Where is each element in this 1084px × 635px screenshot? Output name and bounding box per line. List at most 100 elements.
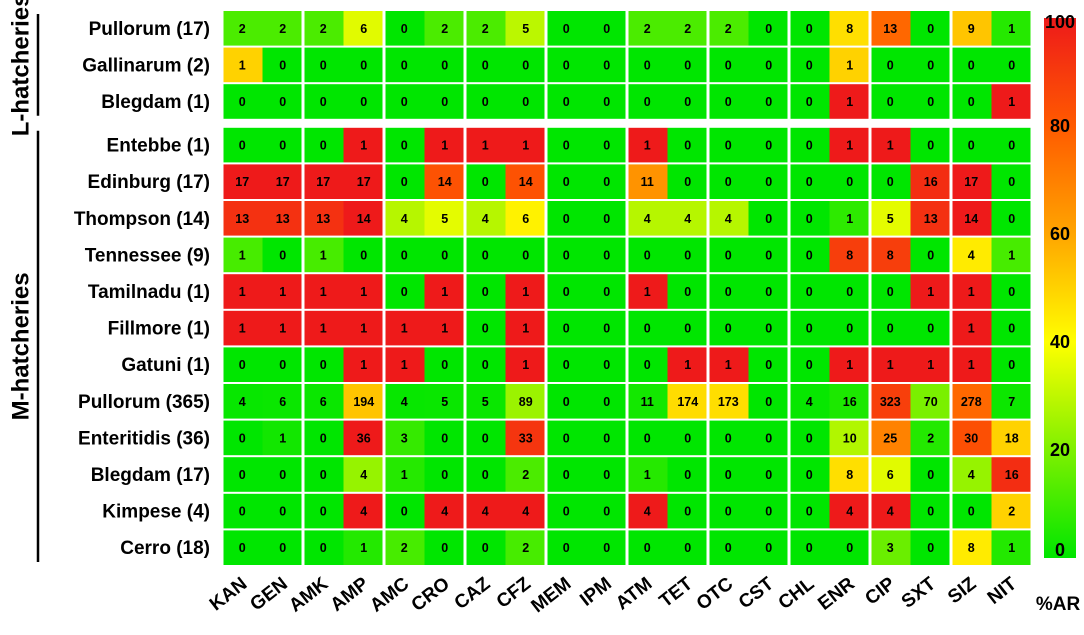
heatmap-cell [505,201,545,236]
cell-value: 18 [1005,431,1019,445]
heatmap-cell [424,11,464,46]
cell-value: 0 [927,505,934,519]
column-label: SXT [898,573,940,613]
heatmap-cell [991,310,1031,346]
heatmap-cell [952,84,992,119]
colorbar-tick-label: 0 [1055,540,1065,560]
cell-value: 0 [279,541,286,555]
cell-value: 0 [806,322,813,336]
cell-value: 1 [968,322,975,336]
cell-value: 1 [279,322,286,336]
heatmap-cell [667,384,707,419]
heatmap-cell [952,420,992,456]
heatmap-cell [667,11,707,46]
cell-value: 1 [360,541,367,555]
heatmap-cell [223,530,263,565]
row-label: Gallinarum (2) [82,55,210,76]
heatmap-cell [424,164,464,199]
cell-value: 0 [765,395,772,409]
cell-value: 6 [279,395,286,409]
cell-value: 14 [438,175,452,189]
heatmap-cell [262,84,302,119]
heatmap-cell [466,11,506,46]
cell-value: 0 [603,175,610,189]
heatmap-cell [871,420,911,456]
cell-value: 1 [1008,95,1015,109]
cell-value: 0 [806,285,813,299]
cell-value: 0 [806,541,813,555]
cell-value: 0 [725,431,732,445]
cell-value: 1 [279,431,286,445]
cell-value: 0 [806,212,813,226]
heatmap-cell [748,237,788,273]
heatmap-cell [829,274,869,309]
cell-value: 1 [239,322,246,336]
heatmap-cell [343,493,383,529]
heatmap-cell [628,493,668,529]
heatmap-cell [505,84,545,119]
cell-value: 1 [846,358,853,372]
cell-value: 0 [1008,175,1015,189]
cell-value: 0 [806,95,813,109]
cell-value: 17 [235,175,249,189]
heatmap-cell [505,47,545,83]
cell-value: 0 [482,468,489,482]
heatmap-cell [223,164,263,199]
heatmap-cell [910,164,950,199]
cell-value: 0 [603,322,610,336]
heatmap-cell [709,127,749,163]
heatmap-cell [829,493,869,529]
cell-value: 0 [644,58,651,72]
cell-value: 13 [924,212,938,226]
cell-value: 0 [360,248,367,262]
cell-value: 5 [482,395,489,409]
cell-value: 0 [239,431,246,445]
heatmap-cell [628,11,668,46]
cell-value: 0 [968,58,975,72]
cell-value: 11 [641,175,654,189]
heatmap-cell [547,127,587,163]
heatmap-cell [304,310,344,346]
cell-value: 0 [239,358,246,372]
heatmap-cell [952,127,992,163]
cell-value: 13 [883,22,897,36]
cell-value: 174 [677,395,698,409]
row-label: Thompson (14) [74,209,210,230]
cell-value: 33 [519,431,533,445]
heatmap-cell [343,530,383,565]
heatmap-cell [547,201,587,236]
cell-value: 0 [239,139,246,153]
cell-value: 0 [765,95,772,109]
cell-value: 13 [316,212,330,226]
cell-value: 0 [563,212,570,226]
heatmap-cell [952,530,992,565]
heatmap-cell [790,457,830,492]
heatmap-cell [991,237,1031,273]
cell-value: 0 [644,248,651,262]
column-label: SIZ [944,573,981,608]
heatmap-cell [667,127,707,163]
heatmap-cell [748,384,788,419]
heatmap-cell [343,11,383,46]
row-label: Gatuni (1) [121,355,210,376]
row-label: Tamilnadu (1) [88,282,210,303]
heatmap-cell [952,237,992,273]
cell-value: 4 [360,468,367,482]
cell-value: 0 [482,358,489,372]
heatmap-cell [667,274,707,309]
heatmap-cell [871,237,911,273]
cell-value: 0 [684,468,691,482]
cell-value: 16 [843,395,857,409]
heatmap-cell [667,530,707,565]
cell-value: 4 [644,505,651,519]
heatmap-cell [628,274,668,309]
heatmap-cell [343,274,383,309]
heatmap-cell [952,310,992,346]
cell-value: 0 [239,95,246,109]
cell-value: 7 [1008,395,1015,409]
heatmap-cell [223,47,263,83]
heatmap-cell [709,11,749,46]
cell-value: 0 [320,58,327,72]
heatmap-cell [304,47,344,83]
heatmap-cell [952,493,992,529]
